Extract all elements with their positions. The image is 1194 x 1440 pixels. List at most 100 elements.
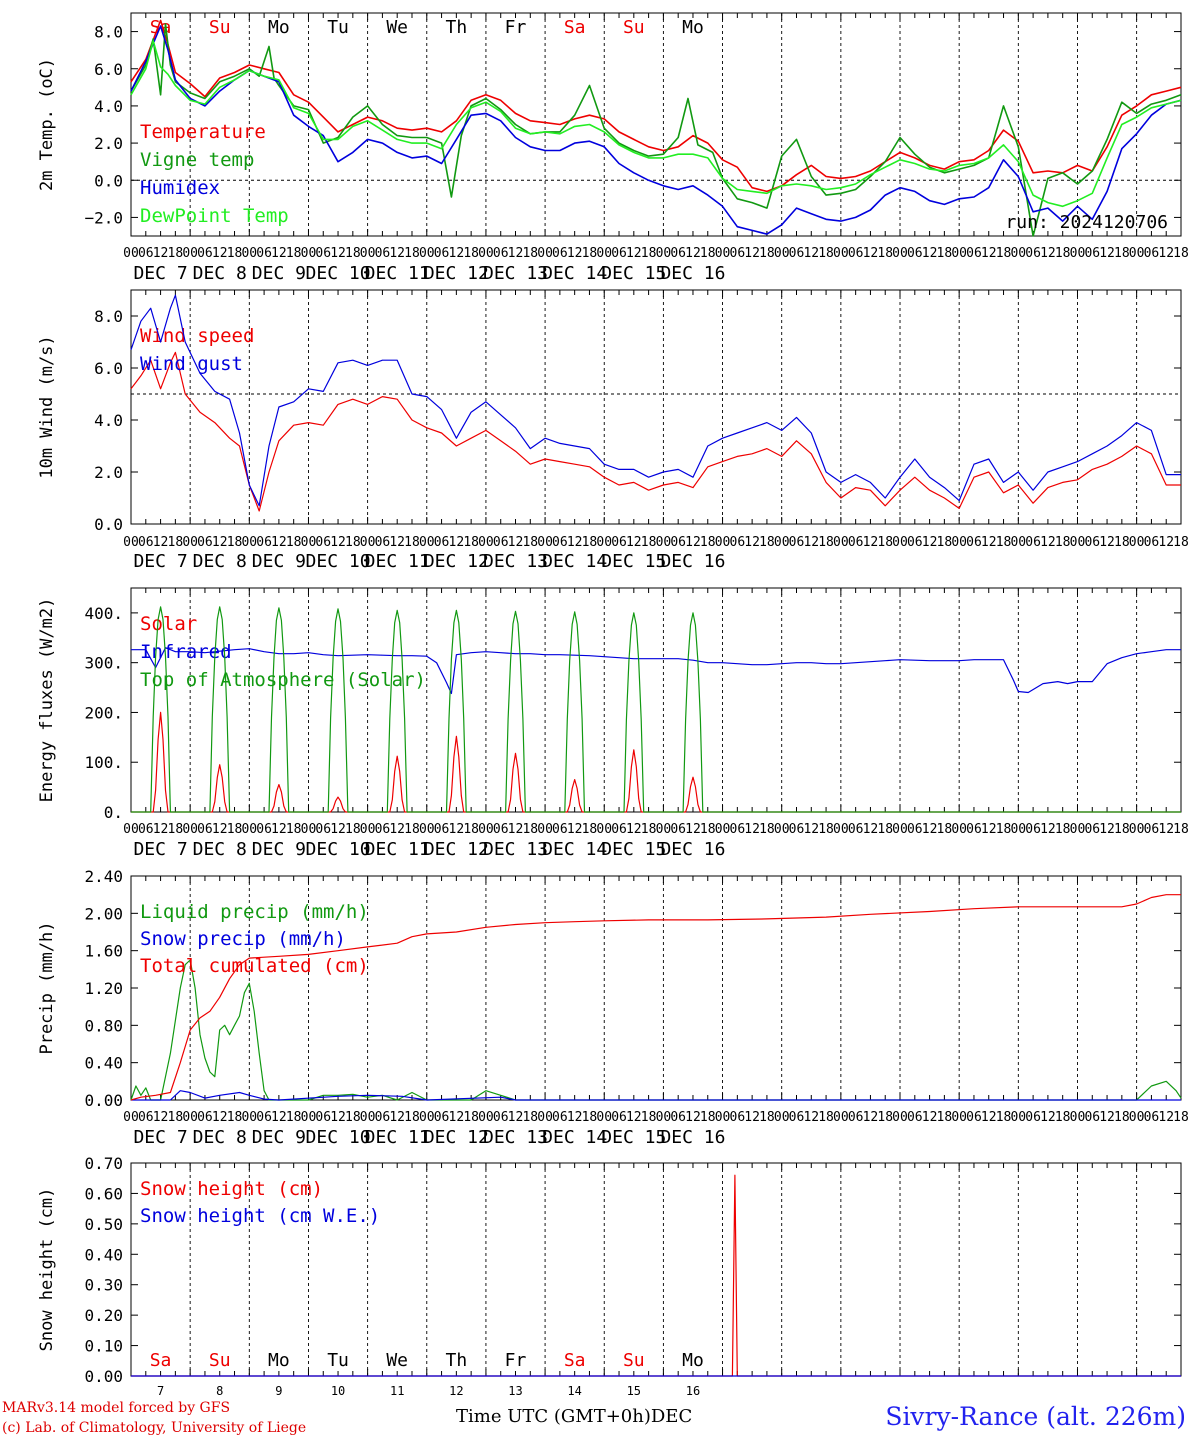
date-label: DEC 15 — [601, 839, 666, 860]
hour-tick-label: 06 — [375, 246, 391, 261]
hour-tick-label: 12 — [330, 535, 346, 550]
hour-tick-label: 06 — [493, 822, 509, 837]
date-label: DEC 7 — [133, 1127, 187, 1148]
hour-tick-label: 18 — [345, 1110, 361, 1125]
hour-tick-label: 00 — [892, 822, 908, 837]
series-line-top-of-atmosphere-solar — [131, 606, 1181, 813]
weekday-label: Tu — [327, 1350, 349, 1371]
weekday-label: Fr — [505, 1350, 527, 1371]
time-axis-label: Time UTC (GMT+0h)DEC — [456, 1406, 692, 1427]
hour-tick-label: 00 — [537, 535, 553, 550]
hour-tick-label: 00 — [1070, 822, 1086, 837]
hour-tick-label: 18 — [1173, 246, 1189, 261]
hour-tick-label: 12 — [1040, 1110, 1056, 1125]
y-axis-title: 2m Temp. (oC) — [37, 58, 57, 191]
hour-tick-label: 18 — [582, 246, 598, 261]
hour-tick-label: 06 — [375, 822, 391, 837]
hour-tick-label: 06 — [789, 535, 805, 550]
date-label: DEC 7 — [133, 263, 187, 284]
hour-tick-label: 06 — [789, 822, 805, 837]
hour-tick-label: 06 — [493, 246, 509, 261]
hour-tick-label: 18 — [1173, 1110, 1189, 1125]
hour-tick-label: 12 — [330, 1110, 346, 1125]
hour-tick-label: 06 — [197, 822, 213, 837]
hour-tick-label: 18 — [877, 822, 893, 837]
hour-tick-label: 00 — [537, 246, 553, 261]
hour-tick-label: 12 — [922, 1110, 938, 1125]
hour-tick-label: 06 — [434, 535, 450, 550]
legend-liquid-precip-mm-h: Liquid precip (mm/h) — [140, 901, 369, 923]
hour-tick-label: 18 — [227, 822, 243, 837]
y-axis-title: Snow height (cm) — [37, 1188, 57, 1352]
legend-snow-precip-mm-h: Snow precip (mm/h) — [140, 928, 346, 950]
legend-snow-height-cm-w-e: Snow height (cm W.E.) — [140, 1205, 380, 1227]
y-tick-label: 0.30 — [84, 1276, 123, 1295]
hour-tick-label: 06 — [256, 535, 272, 550]
hour-tick-label: 18 — [700, 246, 716, 261]
hour-tick-label: 06 — [1144, 1110, 1160, 1125]
hour-tick-label: 12 — [981, 822, 997, 837]
hour-tick-label: 12 — [626, 1110, 642, 1125]
series-line-wind-gust — [130, 294, 1181, 507]
series-line-snow-precip-mm-h — [131, 1090, 1181, 1101]
hour-tick-label: 12 — [449, 246, 465, 261]
date-label: DEC 16 — [660, 1127, 725, 1148]
series-line-wind-speed — [130, 351, 1181, 512]
hour-tick-label: 00 — [596, 1110, 612, 1125]
date-label: DEC 14 — [542, 1127, 607, 1148]
date-label: DEC 10 — [306, 839, 371, 860]
weekday-label: Tu — [327, 17, 349, 38]
date-label: DEC 11 — [365, 1127, 430, 1148]
y-tick-label: 6.0 — [94, 60, 123, 79]
hour-tick-label: 06 — [434, 822, 450, 837]
hour-tick-label: 00 — [419, 246, 435, 261]
legend-dewpoint-temp: DewPoint Temp — [140, 205, 289, 227]
hour-tick-label: 18 — [1173, 822, 1189, 837]
hour-tick-label: 18 — [522, 246, 538, 261]
hour-tick-label: 18 — [404, 822, 420, 837]
hour-tick-label: 00 — [596, 535, 612, 550]
date-label: DEC 11 — [365, 551, 430, 572]
hour-tick-label: 06 — [315, 535, 331, 550]
hour-tick-label: 06 — [552, 535, 568, 550]
hour-tick-label: 00 — [656, 1110, 672, 1125]
date-label: DEC 10 — [306, 551, 371, 572]
day-number-label: 14 — [567, 1384, 581, 1398]
hour-tick-label: 12 — [685, 822, 701, 837]
hour-tick-label: 00 — [656, 535, 672, 550]
hour-tick-label: 06 — [611, 246, 627, 261]
hour-tick-label: 12 — [212, 822, 228, 837]
weekday-label: Sa — [564, 17, 586, 38]
hour-tick-label: 12 — [508, 246, 524, 261]
hour-tick-label: 12 — [744, 1110, 760, 1125]
hour-tick-label: 18 — [286, 246, 302, 261]
hour-tick-label: 18 — [1055, 822, 1071, 837]
hour-tick-label: 00 — [1010, 1110, 1026, 1125]
hour-tick-label: 06 — [730, 822, 746, 837]
y-tick-label: 0.10 — [84, 1337, 123, 1356]
hour-tick-label: 18 — [168, 535, 184, 550]
hour-tick-label: 18 — [404, 1110, 420, 1125]
day-number-label: 7 — [157, 1384, 164, 1398]
hour-tick-label: 06 — [493, 535, 509, 550]
hour-tick-label: 18 — [818, 822, 834, 837]
date-label: DEC 7 — [133, 839, 187, 860]
hour-tick-label: 06 — [552, 246, 568, 261]
hour-tick-label: 00 — [360, 822, 376, 837]
y-tick-label: 2.0 — [94, 134, 123, 153]
date-label: DEC 15 — [601, 1127, 666, 1148]
legend-wind-speed: Wind speed — [140, 325, 254, 347]
hour-tick-label: 12 — [153, 822, 169, 837]
hour-tick-label: 18 — [463, 822, 479, 837]
date-label: DEC 13 — [483, 1127, 548, 1148]
hour-tick-label: 06 — [1025, 822, 1041, 837]
hour-tick-label: 00 — [1129, 535, 1145, 550]
hour-tick-label: 18 — [818, 535, 834, 550]
hour-tick-label: 06 — [730, 1110, 746, 1125]
hour-tick-label: 18 — [937, 1110, 953, 1125]
hour-tick-label: 12 — [1099, 535, 1115, 550]
hour-tick-label: 12 — [330, 822, 346, 837]
weekday-label: Su — [623, 17, 645, 38]
hour-tick-label: 18 — [877, 1110, 893, 1125]
hour-tick-label: 06 — [315, 822, 331, 837]
